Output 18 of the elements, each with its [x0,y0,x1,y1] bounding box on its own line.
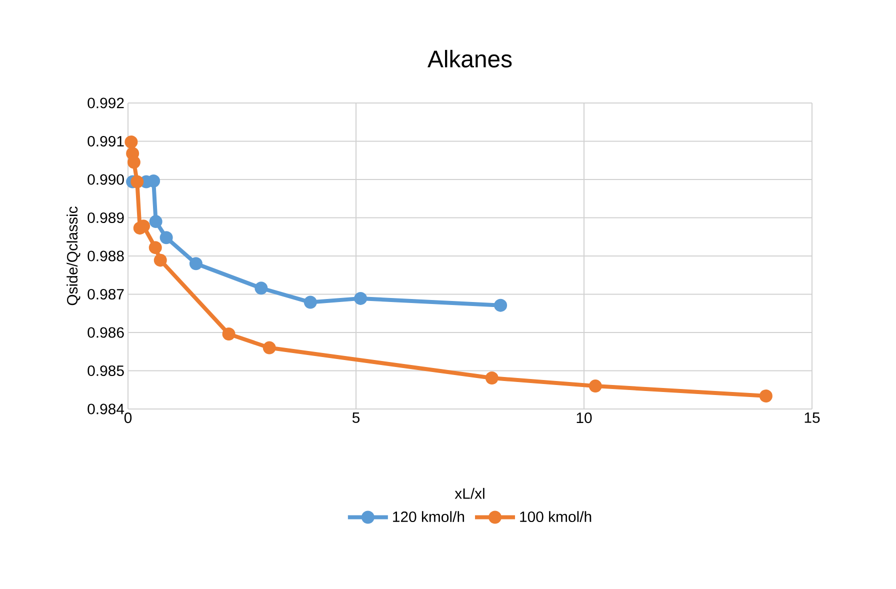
chart-title: Alkanes [428,50,512,68]
y-tick-label: 0.991 [88,136,124,147]
x-axis-title: xL/xl [454,488,484,499]
y-tick-label: 0.984 [88,404,124,414]
x-tick-label: 5 [352,412,360,423]
y-tick-label: 0.988 [88,250,124,262]
legend-label: 100 kmol/h [520,511,592,522]
y-tick-label: 0.989 [88,212,124,224]
x-tick-label: 0 [124,412,132,424]
y-tick-label: 0.987 [88,288,124,300]
x-tick-label: 10 [576,412,592,424]
legend-label: 120 kmol/h [393,511,464,522]
y-tick-label: 0.986 [88,327,124,338]
y-tick-label: 0.985 [88,365,124,376]
y-tick-label: 0.990 [88,174,124,185]
y-tick-label: 0.992 [88,98,124,108]
x-tick-label: 15 [804,412,820,423]
y-axis-title: Qside/Qclassic [66,206,80,306]
